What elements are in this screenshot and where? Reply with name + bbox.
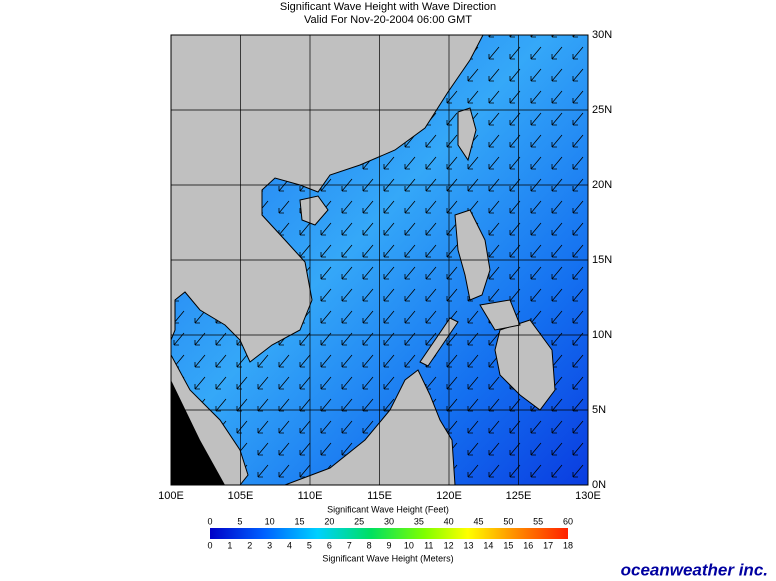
feet-tick-label: 20	[324, 516, 334, 526]
meters-tick-label: 11	[424, 540, 433, 550]
meters-tick-label: 18	[563, 540, 573, 550]
logo: oceanweather inc.	[621, 560, 768, 579]
meters-tick-label: 5	[307, 540, 312, 550]
lon-label: 125E	[506, 490, 532, 502]
land-shadow	[171, 380, 225, 485]
meters-tick-label: 2	[247, 540, 252, 550]
meters-tick-label: 7	[347, 540, 352, 550]
lon-label: 115E	[367, 490, 392, 502]
lat-label: 15N	[592, 254, 612, 266]
map	[171, 35, 588, 485]
subtitle: Valid For Nov-20-2004 06:00 GMT	[304, 14, 472, 26]
meters-tick-label: 1	[227, 540, 232, 550]
feet-tick-label: 35	[414, 516, 424, 526]
feet-tick-label: 15	[294, 516, 304, 526]
graticule	[171, 35, 588, 485]
lat-label: 25N	[592, 104, 612, 116]
lat-label: 0N	[592, 479, 606, 491]
meters-tick-label: 4	[287, 540, 292, 550]
meters-title: Significant Wave Height (Meters)	[322, 553, 453, 563]
lon-label: 120E	[436, 490, 462, 502]
feet-title: Significant Wave Height (Feet)	[327, 504, 449, 514]
lat-label: 5N	[592, 404, 606, 416]
lat-label: 10N	[592, 329, 612, 341]
meters-tick-label: 10	[404, 540, 414, 550]
feet-tick-label: 40	[444, 516, 454, 526]
meters-tick-label: 6	[327, 540, 332, 550]
feet-tick-label: 5	[237, 516, 242, 526]
meters-tick-label: 12	[444, 540, 454, 550]
feet-tick-label: 30	[384, 516, 394, 526]
lat-label: 30N	[592, 29, 612, 41]
meters-tick-label: 3	[267, 540, 272, 550]
feet-tick-label: 55	[533, 516, 543, 526]
title: Significant Wave Height with Wave Direct…	[280, 1, 496, 13]
meters-tick-label: 8	[367, 540, 372, 550]
lon-label: 110E	[298, 490, 323, 502]
feet-tick-label: 60	[563, 516, 573, 526]
meters-tick-label: 13	[464, 540, 474, 550]
meters-tick-label: 9	[386, 540, 391, 550]
feet-tick-label: 25	[354, 516, 364, 526]
lat-label: 20N	[592, 179, 612, 191]
meters-tick-label: 17	[543, 540, 553, 550]
feet-tick-label: 45	[473, 516, 483, 526]
meters-tick-label: 15	[503, 540, 513, 550]
feet-tick-label: 50	[503, 516, 513, 526]
lon-label: 130E	[575, 490, 601, 502]
feet-tick-label: 10	[265, 516, 275, 526]
meters-tick-label: 0	[207, 540, 212, 550]
map-frame	[170, 34, 589, 486]
lon-label: 100E	[158, 490, 184, 502]
meters-tick-label: 16	[523, 540, 533, 550]
colorbar	[210, 528, 568, 539]
lon-label: 105E	[228, 490, 254, 502]
feet-tick-label: 0	[207, 516, 212, 526]
meters-tick-label: 14	[483, 540, 493, 550]
